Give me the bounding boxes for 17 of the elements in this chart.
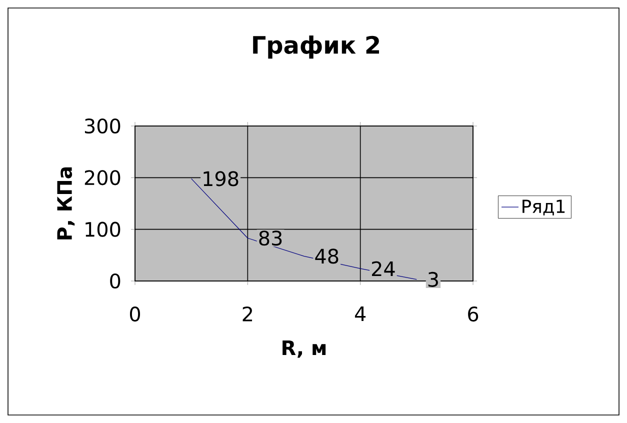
chart-title: График 2: [253, 35, 380, 59]
legend-label: Ряд1: [522, 200, 565, 216]
y-tick-label: 0: [110, 273, 120, 289]
text: 83: [259, 230, 282, 246]
x-tick-label: 6: [468, 306, 478, 322]
text: 3: [428, 272, 438, 287]
text: 48: [315, 248, 338, 264]
y-tick-label: 300: [84, 118, 120, 134]
text: 198: [204, 171, 238, 186]
y-tick-label: 100: [86, 222, 120, 237]
x-tick-label: 2: [242, 306, 252, 322]
y-tick-label: 200: [84, 170, 120, 186]
x-tick-label: 4: [354, 306, 366, 322]
text: 24: [372, 261, 395, 276]
x-axis-title: R, м: [282, 340, 326, 358]
x-tick-label: 0: [130, 306, 140, 322]
y-axis-title: Р, КПа: [57, 167, 75, 240]
